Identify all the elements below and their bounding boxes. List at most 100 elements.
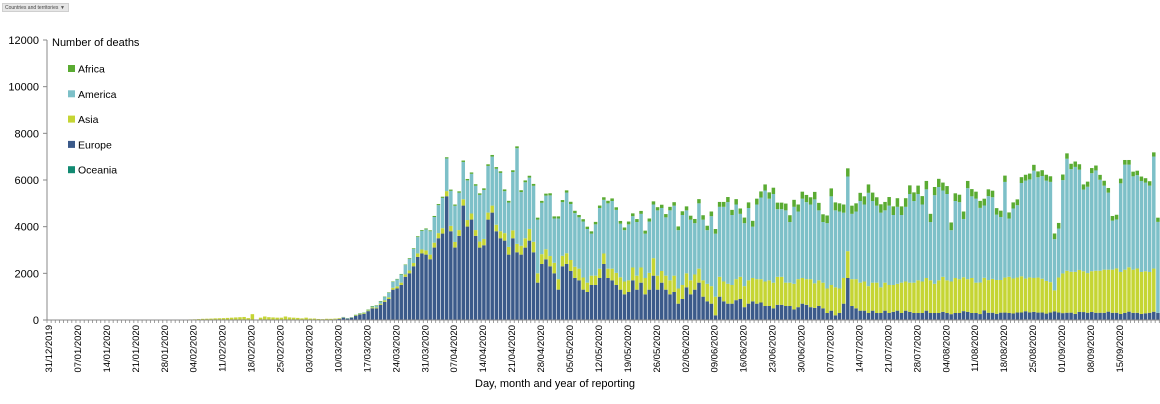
bar-africa bbox=[560, 200, 565, 203]
bar-asia bbox=[556, 279, 561, 290]
bar-america bbox=[655, 210, 660, 276]
bar-america bbox=[784, 210, 788, 283]
bar-africa bbox=[750, 220, 755, 227]
bar-europe bbox=[478, 247, 482, 320]
bar-america bbox=[1156, 221, 1160, 313]
bar-america bbox=[531, 185, 536, 242]
bar-europe bbox=[457, 235, 461, 320]
bar-america bbox=[755, 204, 759, 280]
bar-america bbox=[903, 206, 908, 282]
bar-europe bbox=[635, 289, 639, 320]
bar-europe bbox=[899, 313, 904, 320]
bar-europe bbox=[1007, 313, 1011, 320]
bar-europe bbox=[920, 313, 924, 320]
bar-africa bbox=[544, 193, 548, 196]
bar-europe bbox=[726, 303, 730, 320]
bar-asia bbox=[734, 279, 738, 301]
bar-america bbox=[945, 194, 949, 281]
bar-africa bbox=[812, 191, 817, 200]
bar-america bbox=[618, 223, 623, 278]
bar-africa bbox=[899, 206, 904, 215]
bar-asia bbox=[1027, 277, 1032, 313]
caret-down-icon[interactable]: ▼ bbox=[60, 5, 65, 11]
bar-america bbox=[407, 258, 412, 271]
bar-africa bbox=[651, 201, 656, 205]
bar-europe bbox=[564, 263, 569, 320]
bar-africa bbox=[837, 203, 842, 212]
bar-africa bbox=[829, 188, 834, 197]
bar-asia bbox=[593, 275, 598, 285]
x-tick-label: 18/08/2020 bbox=[999, 325, 1010, 373]
bar-africa bbox=[407, 258, 412, 259]
bar-asia bbox=[1106, 269, 1111, 312]
bar-europe bbox=[544, 259, 548, 320]
bar-america bbox=[560, 202, 565, 256]
bar-europe bbox=[990, 312, 995, 320]
bar-asia bbox=[482, 238, 486, 246]
bar-europe bbox=[643, 294, 647, 320]
bar-asia bbox=[329, 318, 333, 320]
bar-america bbox=[1007, 218, 1011, 277]
bar-america bbox=[469, 173, 474, 214]
bar-asia bbox=[895, 283, 900, 311]
bar-asia bbox=[279, 317, 284, 320]
bar-asia bbox=[833, 287, 838, 316]
legend-swatch-asia bbox=[68, 115, 75, 123]
bar-asia bbox=[759, 279, 763, 303]
bar-asia bbox=[589, 275, 594, 285]
bar-asia bbox=[569, 260, 573, 271]
y-axis: 0 2000 4000 6000 8000 10000 12000 bbox=[8, 35, 48, 327]
bar-america bbox=[750, 226, 755, 278]
bar-europe bbox=[759, 302, 763, 320]
bar-america bbox=[1094, 170, 1098, 271]
bar-africa bbox=[1139, 176, 1144, 181]
bar-america bbox=[705, 230, 709, 284]
bar-asia bbox=[577, 268, 581, 281]
x-tick-label: 24/03/2020 bbox=[391, 325, 402, 373]
bar-america bbox=[883, 210, 887, 283]
bar-europe bbox=[775, 304, 780, 320]
x-tick-label: 03/03/2020 bbox=[305, 325, 316, 373]
bar-europe bbox=[378, 304, 383, 320]
bar-america bbox=[1052, 239, 1057, 291]
bar-europe bbox=[444, 196, 449, 320]
bar-europe bbox=[407, 273, 412, 320]
bar-asia bbox=[664, 275, 668, 290]
bar-asia bbox=[498, 231, 503, 239]
bar-asia bbox=[1110, 269, 1115, 313]
bar-africa bbox=[589, 231, 594, 234]
bar-america bbox=[523, 182, 528, 239]
bar-africa bbox=[796, 204, 800, 212]
bar-asia bbox=[606, 268, 610, 278]
bar-africa bbox=[655, 207, 660, 211]
x-tick-label: 21/07/2020 bbox=[883, 325, 894, 373]
bar-asia bbox=[701, 280, 705, 297]
bar-asia bbox=[1131, 269, 1135, 313]
bar-africa bbox=[1015, 199, 1020, 206]
bar-asia bbox=[333, 318, 337, 320]
bar-america bbox=[391, 281, 395, 288]
bar-america bbox=[556, 218, 561, 280]
x-tick-label: 09/06/2020 bbox=[710, 325, 721, 373]
bar-asia bbox=[796, 279, 800, 308]
bar-america bbox=[647, 221, 652, 273]
bar-africa bbox=[639, 210, 643, 214]
bar-america bbox=[965, 188, 970, 280]
bar-europe bbox=[937, 313, 941, 320]
bar-europe bbox=[941, 311, 945, 320]
bar-america bbox=[730, 215, 734, 285]
bar-africa bbox=[693, 218, 697, 224]
bar-america bbox=[928, 222, 933, 281]
bar-africa bbox=[382, 296, 387, 298]
bar-asia bbox=[263, 316, 267, 320]
bar-asia bbox=[308, 318, 312, 320]
bar-asia bbox=[755, 279, 759, 304]
bar-america bbox=[1036, 177, 1040, 278]
bar-america bbox=[1077, 169, 1082, 270]
bar-america bbox=[792, 206, 796, 284]
bar-asia bbox=[750, 278, 755, 302]
bar-america bbox=[444, 158, 449, 192]
countries-territories-dropdown[interactable]: Countries and territories ▼ bbox=[2, 3, 69, 12]
bar-america bbox=[850, 213, 854, 280]
bar-africa bbox=[990, 190, 995, 198]
